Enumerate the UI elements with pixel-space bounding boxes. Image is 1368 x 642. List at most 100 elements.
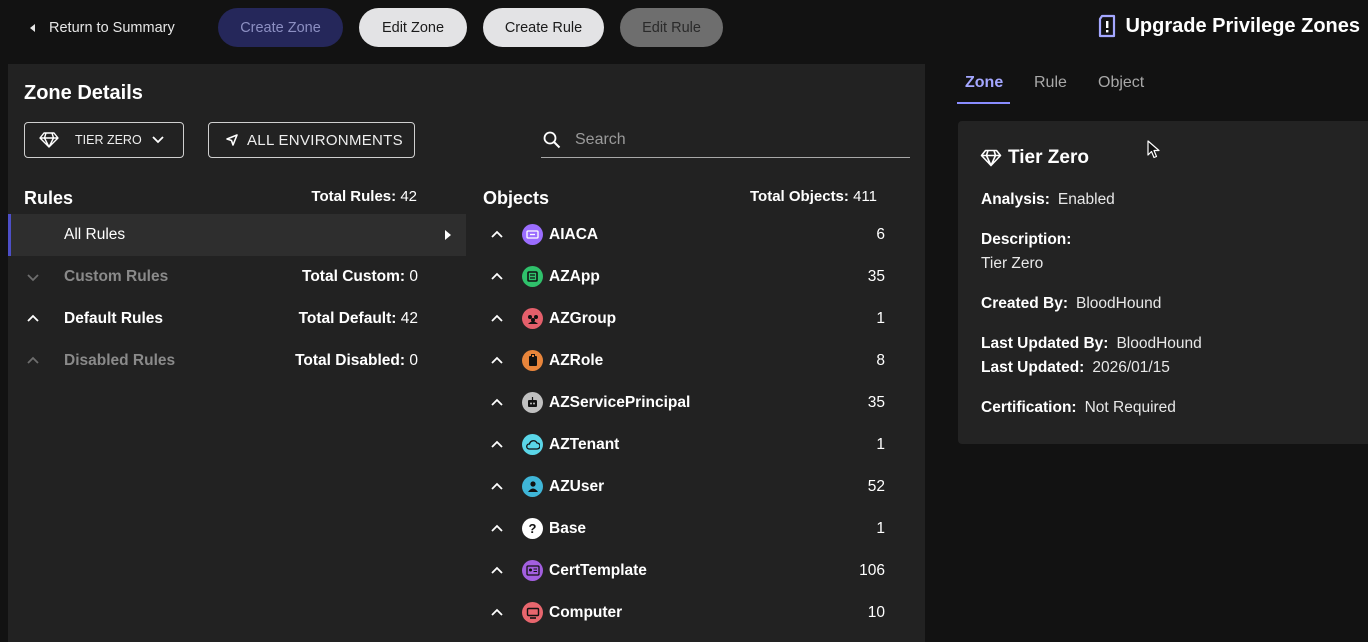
rule-item-label: Default Rules: [64, 310, 164, 327]
object-count: 6: [876, 226, 885, 243]
rule-item-custom-rules[interactable]: Custom Rules Total Custom: 0: [8, 256, 466, 298]
search-field[interactable]: [541, 122, 910, 158]
edit-rule-button[interactable]: Edit Rule: [620, 8, 723, 47]
chevron-up-icon: [491, 608, 503, 616]
diamond-icon: [980, 149, 1002, 167]
last-updated-by-value: BloodHound: [1116, 335, 1202, 352]
object-item-computer[interactable]: Computer 10: [474, 592, 909, 634]
last-updated-value: 2026/01/15: [1092, 359, 1170, 376]
rule-item-count: Total Disabled: 0: [295, 352, 418, 370]
object-name: AZTenant: [549, 436, 620, 453]
tab-rule[interactable]: Rule: [1034, 74, 1067, 91]
object-count: 52: [867, 478, 885, 495]
object-item-azrole[interactable]: AZRole 8: [474, 340, 909, 382]
rule-item-count: Total Default: 42: [299, 310, 418, 328]
chevron-up-icon: [491, 314, 503, 322]
navigation-arrow-icon: [226, 134, 238, 146]
certtemplate-icon: [522, 560, 543, 581]
object-item-azserviceprincipal[interactable]: AZServicePrincipal 35: [474, 382, 909, 424]
upgrade-label: Upgrade Privilege Zones: [1125, 14, 1360, 37]
object-item-azgroup[interactable]: AZGroup 1: [474, 298, 909, 340]
object-count: 1: [876, 310, 885, 327]
objects-total-label: Total Objects:: [750, 188, 849, 205]
object-item-certtemplate[interactable]: CertTemplate 106: [474, 550, 909, 592]
rule-count-value: 0: [409, 352, 418, 369]
object-count: 106: [859, 562, 885, 579]
objects-total-value: 411: [853, 188, 877, 205]
last-updated-label: Last Updated:: [981, 359, 1085, 376]
azrole-icon: [522, 350, 543, 371]
object-item-azuser[interactable]: AZUser 52: [474, 466, 909, 508]
create-zone-button[interactable]: Create Zone: [218, 8, 343, 47]
object-item-base[interactable]: ? Base 1: [474, 508, 909, 550]
detail-title-text: Tier Zero: [1008, 147, 1089, 168]
rule-count-label: Total Disabled:: [295, 352, 406, 369]
caret-right-icon: [445, 230, 451, 240]
analysis-row: Analysis: Enabled: [981, 191, 1115, 209]
chevron-up-icon: [27, 356, 39, 364]
object-count: 35: [867, 268, 885, 285]
create-rule-button[interactable]: Create Rule: [483, 8, 604, 47]
search-input[interactable]: [575, 130, 875, 149]
azuser-icon: [522, 476, 543, 497]
object-name: AZServicePrincipal: [549, 394, 691, 411]
chevron-up-icon: [491, 524, 503, 532]
object-name: AIACA: [549, 226, 599, 243]
rules-total: Total Rules: 42: [311, 188, 417, 205]
rule-count-value: 0: [409, 268, 418, 285]
last-updated-by-label: Last Updated By:: [981, 335, 1109, 352]
object-item-azapp[interactable]: AZApp 35: [474, 256, 909, 298]
rule-item-disabled-rules[interactable]: Disabled Rules Total Disabled: 0: [8, 340, 466, 382]
all-environments-button[interactable]: ALL ENVIRONMENTS: [208, 122, 415, 158]
object-item-aiaca[interactable]: AIACA 6: [474, 214, 909, 256]
object-count: 1: [876, 520, 885, 537]
upgrade-privilege-zones-link[interactable]: Upgrade Privilege Zones: [1097, 14, 1360, 38]
diamond-icon: [39, 132, 59, 148]
rules-heading: Rules: [24, 188, 74, 208]
last-updated-by-row: Last Updated By: BloodHound: [981, 335, 1202, 353]
object-name: AZRole: [549, 352, 604, 369]
tab-zone[interactable]: Zone: [965, 74, 1004, 91]
mouse-cursor-icon: [1147, 140, 1160, 159]
environments-label: ALL ENVIRONMENTS: [247, 131, 403, 149]
chevron-up-icon: [491, 440, 503, 448]
chevron-up-icon: [491, 272, 503, 280]
description-value: Tier Zero: [981, 255, 1044, 272]
description-label: Description:: [981, 231, 1072, 248]
edit-zone-button[interactable]: Edit Zone: [359, 8, 467, 47]
certification-value: Not Required: [1084, 399, 1176, 416]
azapp-icon: [522, 266, 543, 287]
return-to-summary-link[interactable]: Return to Summary: [30, 17, 175, 39]
object-item-aztenant[interactable]: AZTenant 1: [474, 424, 909, 466]
tab-indicator: [957, 102, 1010, 104]
created-by-row: Created By: BloodHound: [981, 295, 1161, 313]
chevron-down-icon: [152, 136, 164, 144]
top-bar: Return to Summary Create Zone Edit Zone …: [0, 0, 1368, 56]
aztenant-icon: [522, 434, 543, 455]
rules-total-label: Total Rules:: [311, 188, 397, 205]
computer-icon: [522, 602, 543, 623]
analysis-label: Analysis:: [981, 191, 1050, 208]
created-by-label: Created By:: [981, 295, 1068, 312]
rule-item-label: Custom Rules: [64, 268, 169, 285]
description-label-row: Description:: [981, 231, 1079, 249]
zone-detail-card: Tier Zero Analysis: Enabled Description: …: [958, 121, 1368, 444]
chevron-up-icon: [27, 314, 39, 322]
detail-title: Tier Zero: [980, 147, 1089, 169]
rule-item-default-rules[interactable]: Default Rules Total Default: 42: [8, 298, 466, 340]
alert-tag-icon: [1099, 14, 1116, 38]
analysis-value: Enabled: [1057, 191, 1115, 208]
rule-item-all-rules[interactable]: All Rules: [8, 214, 466, 256]
objects-heading: Objects: [483, 188, 550, 208]
object-count: 35: [867, 394, 885, 411]
zone-details-title: Zone Details: [24, 82, 143, 104]
object-count: 8: [876, 352, 885, 369]
tier-select[interactable]: TIER ZERO: [24, 122, 184, 158]
caret-left-icon: [30, 24, 35, 32]
question-mark-icon: ?: [522, 518, 543, 539]
object-name: AZGroup: [549, 310, 617, 327]
object-name: Base: [549, 520, 587, 537]
zone-details-panel: Zone Details TIER ZERO ALL ENVIRONMENTS …: [8, 64, 925, 642]
tab-object[interactable]: Object: [1098, 74, 1145, 91]
rules-total-value: 42: [400, 188, 417, 205]
